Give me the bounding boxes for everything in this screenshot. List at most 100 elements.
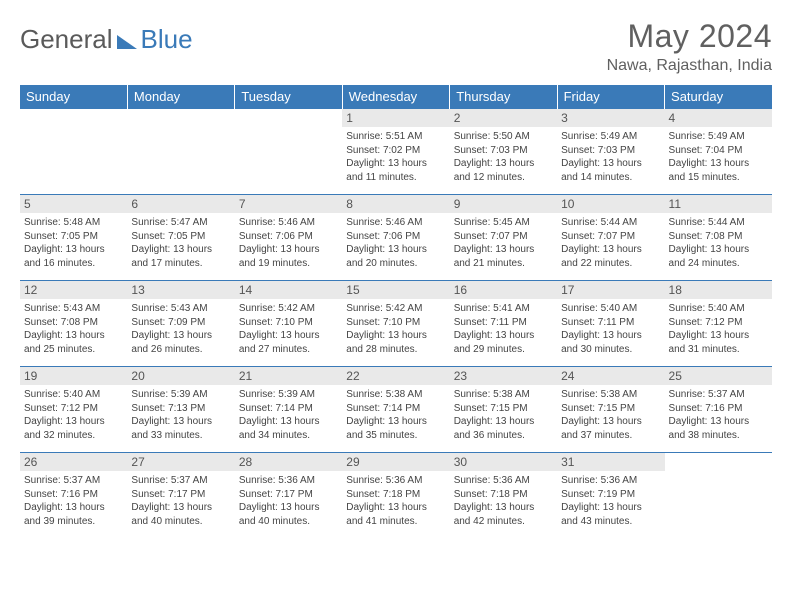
header-row: General Blue May 2024 Nawa, Rajasthan, I… <box>20 18 772 75</box>
day-info-line: and 15 minutes. <box>669 171 768 185</box>
day-info-line: and 36 minutes. <box>454 429 553 443</box>
day-info-line: Daylight: 13 hours <box>669 157 768 171</box>
day-info-line: Sunset: 7:17 PM <box>131 488 230 502</box>
day-number: 14 <box>235 281 342 299</box>
day-info-line: Sunrise: 5:36 AM <box>346 474 445 488</box>
day-info: Sunrise: 5:44 AMSunset: 7:08 PMDaylight:… <box>669 216 768 270</box>
day-info: Sunrise: 5:36 AMSunset: 7:18 PMDaylight:… <box>454 474 553 528</box>
day-info-line: Sunset: 7:02 PM <box>346 144 445 158</box>
day-info-line: Daylight: 13 hours <box>346 501 445 515</box>
month-title: May 2024 <box>607 18 772 55</box>
day-info-line: Sunset: 7:18 PM <box>346 488 445 502</box>
day-info-line: Sunset: 7:05 PM <box>24 230 123 244</box>
day-info-line: Sunset: 7:19 PM <box>561 488 660 502</box>
calendar-head: Sunday Monday Tuesday Wednesday Thursday… <box>20 85 772 109</box>
day-info-line: Daylight: 13 hours <box>131 329 230 343</box>
calendar-day-cell: 31Sunrise: 5:36 AMSunset: 7:19 PMDayligh… <box>557 453 664 539</box>
day-number: 16 <box>450 281 557 299</box>
day-info-line: Sunrise: 5:43 AM <box>24 302 123 316</box>
weekday-header: Sunday <box>20 85 127 109</box>
day-info-line: Sunrise: 5:44 AM <box>561 216 660 230</box>
calendar-day-cell: 26Sunrise: 5:37 AMSunset: 7:16 PMDayligh… <box>20 453 127 539</box>
day-info-line: and 17 minutes. <box>131 257 230 271</box>
weekday-header: Tuesday <box>235 85 342 109</box>
day-number: 2 <box>450 109 557 127</box>
day-info-line: and 38 minutes. <box>669 429 768 443</box>
day-info-line: Sunset: 7:12 PM <box>669 316 768 330</box>
day-info: Sunrise: 5:45 AMSunset: 7:07 PMDaylight:… <box>454 216 553 270</box>
day-info: Sunrise: 5:37 AMSunset: 7:17 PMDaylight:… <box>131 474 230 528</box>
day-info: Sunrise: 5:42 AMSunset: 7:10 PMDaylight:… <box>239 302 338 356</box>
title-block: May 2024 Nawa, Rajasthan, India <box>607 18 772 75</box>
day-number: 9 <box>450 195 557 213</box>
day-info-line: Daylight: 13 hours <box>239 415 338 429</box>
day-info-line: Sunset: 7:14 PM <box>239 402 338 416</box>
calendar-day-cell: 15Sunrise: 5:42 AMSunset: 7:10 PMDayligh… <box>342 281 449 367</box>
day-info-line: Sunrise: 5:40 AM <box>24 388 123 402</box>
day-info-line: Daylight: 13 hours <box>454 501 553 515</box>
day-info-line: Daylight: 13 hours <box>454 243 553 257</box>
day-info-line: Sunrise: 5:37 AM <box>131 474 230 488</box>
day-number: 30 <box>450 453 557 471</box>
day-info-line: Sunrise: 5:37 AM <box>24 474 123 488</box>
day-info-line: Sunrise: 5:51 AM <box>346 130 445 144</box>
day-number: 10 <box>557 195 664 213</box>
calendar-day-cell: 29Sunrise: 5:36 AMSunset: 7:18 PMDayligh… <box>342 453 449 539</box>
day-info-line: Daylight: 13 hours <box>454 329 553 343</box>
day-number: 13 <box>127 281 234 299</box>
day-info: Sunrise: 5:38 AMSunset: 7:15 PMDaylight:… <box>454 388 553 442</box>
calendar-week-row: 19Sunrise: 5:40 AMSunset: 7:12 PMDayligh… <box>20 367 772 453</box>
day-info-line: Sunset: 7:08 PM <box>669 230 768 244</box>
day-info-line: Daylight: 13 hours <box>561 415 660 429</box>
calendar-week-row: 5Sunrise: 5:48 AMSunset: 7:05 PMDaylight… <box>20 195 772 281</box>
day-number: 6 <box>127 195 234 213</box>
day-info-line: and 25 minutes. <box>24 343 123 357</box>
calendar-day-cell: 3Sunrise: 5:49 AMSunset: 7:03 PMDaylight… <box>557 109 664 195</box>
calendar-day-cell: 28Sunrise: 5:36 AMSunset: 7:17 PMDayligh… <box>235 453 342 539</box>
day-info: Sunrise: 5:37 AMSunset: 7:16 PMDaylight:… <box>24 474 123 528</box>
day-info-line: Sunset: 7:12 PM <box>24 402 123 416</box>
day-info: Sunrise: 5:49 AMSunset: 7:04 PMDaylight:… <box>669 130 768 184</box>
day-info-line: and 11 minutes. <box>346 171 445 185</box>
calendar-day-cell: 7Sunrise: 5:46 AMSunset: 7:06 PMDaylight… <box>235 195 342 281</box>
day-info-line: and 27 minutes. <box>239 343 338 357</box>
day-info-line: and 35 minutes. <box>346 429 445 443</box>
calendar-day-cell: 17Sunrise: 5:40 AMSunset: 7:11 PMDayligh… <box>557 281 664 367</box>
day-info-line: Sunset: 7:06 PM <box>239 230 338 244</box>
day-info-line: Daylight: 13 hours <box>561 501 660 515</box>
weekday-header: Friday <box>557 85 664 109</box>
day-info-line: Sunset: 7:03 PM <box>561 144 660 158</box>
day-info-line: Sunrise: 5:46 AM <box>346 216 445 230</box>
day-info-line: and 19 minutes. <box>239 257 338 271</box>
calendar-day-cell: 11Sunrise: 5:44 AMSunset: 7:08 PMDayligh… <box>665 195 772 281</box>
day-number: 22 <box>342 367 449 385</box>
day-info: Sunrise: 5:51 AMSunset: 7:02 PMDaylight:… <box>346 130 445 184</box>
day-info-line: and 30 minutes. <box>561 343 660 357</box>
day-info-line: Daylight: 13 hours <box>561 157 660 171</box>
day-info-line: Daylight: 13 hours <box>131 501 230 515</box>
day-info-line: and 24 minutes. <box>669 257 768 271</box>
day-info: Sunrise: 5:40 AMSunset: 7:12 PMDaylight:… <box>669 302 768 356</box>
day-info: Sunrise: 5:44 AMSunset: 7:07 PMDaylight:… <box>561 216 660 270</box>
day-info: Sunrise: 5:42 AMSunset: 7:10 PMDaylight:… <box>346 302 445 356</box>
calendar-day-cell: 27Sunrise: 5:37 AMSunset: 7:17 PMDayligh… <box>127 453 234 539</box>
day-info-line: Daylight: 13 hours <box>346 157 445 171</box>
day-info-line: Daylight: 13 hours <box>131 243 230 257</box>
day-number: 18 <box>665 281 772 299</box>
day-info-line: Daylight: 13 hours <box>454 415 553 429</box>
day-info-line: and 29 minutes. <box>454 343 553 357</box>
day-info-line: Sunset: 7:10 PM <box>346 316 445 330</box>
day-info-line: Sunset: 7:15 PM <box>561 402 660 416</box>
day-info-line: Daylight: 13 hours <box>24 415 123 429</box>
day-info-line: and 43 minutes. <box>561 515 660 529</box>
calendar-day-cell: 21Sunrise: 5:39 AMSunset: 7:14 PMDayligh… <box>235 367 342 453</box>
day-info-line: Sunrise: 5:46 AM <box>239 216 338 230</box>
day-info: Sunrise: 5:37 AMSunset: 7:16 PMDaylight:… <box>669 388 768 442</box>
day-info-line: Sunrise: 5:49 AM <box>669 130 768 144</box>
day-number: 12 <box>20 281 127 299</box>
calendar-week-row: 26Sunrise: 5:37 AMSunset: 7:16 PMDayligh… <box>20 453 772 539</box>
day-info-line: Daylight: 13 hours <box>24 329 123 343</box>
calendar-day-cell: 2Sunrise: 5:50 AMSunset: 7:03 PMDaylight… <box>450 109 557 195</box>
day-info-line: Daylight: 13 hours <box>24 501 123 515</box>
day-info-line: Sunset: 7:15 PM <box>454 402 553 416</box>
